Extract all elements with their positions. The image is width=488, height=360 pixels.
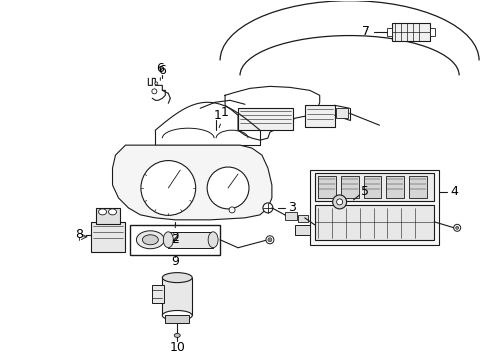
Bar xyxy=(238,108,292,130)
Bar xyxy=(285,212,296,220)
Text: 2: 2 xyxy=(171,225,179,246)
Bar xyxy=(386,176,404,198)
Ellipse shape xyxy=(162,310,192,320)
Bar xyxy=(95,208,120,224)
Ellipse shape xyxy=(136,231,164,249)
Bar xyxy=(335,108,347,118)
Text: 5: 5 xyxy=(360,185,368,198)
Bar xyxy=(130,225,220,255)
Text: 4: 4 xyxy=(449,185,457,198)
Text: 3: 3 xyxy=(287,201,295,215)
Bar xyxy=(314,205,433,240)
Ellipse shape xyxy=(99,209,106,215)
Bar xyxy=(309,170,438,245)
Ellipse shape xyxy=(174,333,180,337)
Bar xyxy=(363,176,381,198)
Bar xyxy=(90,222,125,252)
Ellipse shape xyxy=(162,273,192,283)
Text: 7: 7 xyxy=(361,25,369,38)
Bar xyxy=(152,285,164,302)
Bar xyxy=(317,176,335,198)
Text: 1: 1 xyxy=(219,106,228,127)
Bar xyxy=(429,28,434,36)
Text: 1: 1 xyxy=(214,109,222,122)
Bar xyxy=(386,28,392,36)
Ellipse shape xyxy=(453,224,460,231)
Bar xyxy=(168,232,213,248)
Text: 2: 2 xyxy=(171,231,179,244)
Text: 8: 8 xyxy=(75,228,82,241)
Ellipse shape xyxy=(455,226,458,229)
Ellipse shape xyxy=(263,203,272,213)
Polygon shape xyxy=(112,145,271,220)
Ellipse shape xyxy=(267,238,271,242)
Text: 9: 9 xyxy=(171,255,179,268)
Bar xyxy=(304,105,334,127)
Ellipse shape xyxy=(163,232,173,248)
Bar xyxy=(297,215,307,222)
Ellipse shape xyxy=(265,236,273,244)
Ellipse shape xyxy=(155,82,158,85)
Ellipse shape xyxy=(108,209,116,215)
Text: 10: 10 xyxy=(169,341,185,354)
Bar xyxy=(340,176,358,198)
Ellipse shape xyxy=(332,195,346,209)
Bar xyxy=(162,278,192,315)
Ellipse shape xyxy=(336,199,342,205)
Bar xyxy=(314,173,433,201)
Ellipse shape xyxy=(208,232,218,248)
Ellipse shape xyxy=(228,207,235,213)
Text: 6: 6 xyxy=(158,64,166,77)
Ellipse shape xyxy=(152,89,157,94)
Bar xyxy=(294,225,309,235)
Ellipse shape xyxy=(142,235,158,245)
Ellipse shape xyxy=(141,161,195,215)
Bar xyxy=(392,23,429,41)
Bar xyxy=(165,315,189,323)
Ellipse shape xyxy=(207,167,248,209)
Bar xyxy=(408,176,427,198)
Text: 6: 6 xyxy=(156,62,164,80)
